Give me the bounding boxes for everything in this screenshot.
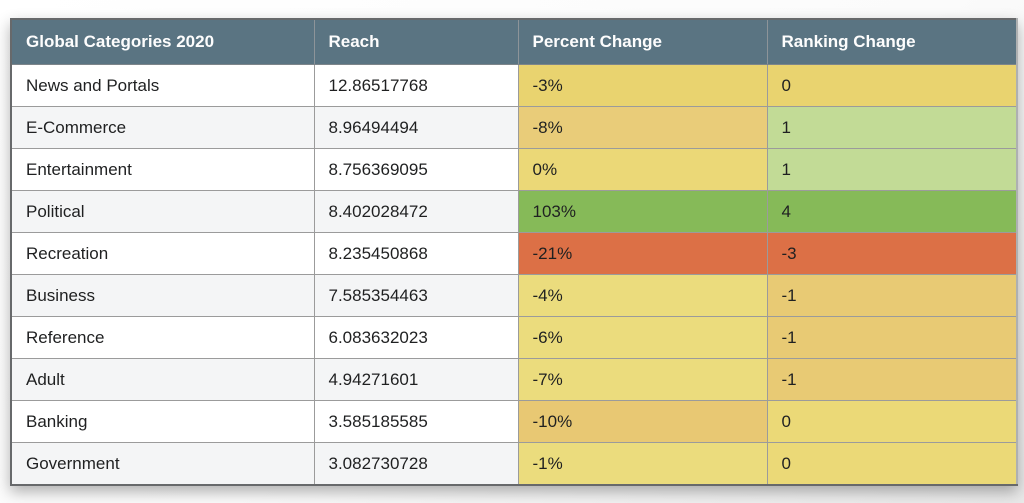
category-cell: Adult [10, 358, 315, 401]
table-row: Adult 4.94271601 -7% -1 [10, 358, 1018, 401]
percent-change-cell: -6% [517, 316, 768, 359]
reach-cell: 3.082730728 [313, 442, 519, 486]
ranking-change-cell: -1 [766, 274, 1018, 317]
category-cell: Recreation [10, 232, 315, 275]
global-categories-table: Global Categories 2020 Reach Percent Cha… [10, 18, 1018, 486]
table-row: Political 8.402028472 103% 4 [10, 190, 1018, 233]
reach-cell: 6.083632023 [313, 316, 519, 359]
table-row: News and Portals 12.86517768 -3% 0 [10, 64, 1018, 107]
table-row: Entertainment 8.756369095 0% 1 [10, 148, 1018, 191]
percent-change-cell: -10% [517, 400, 768, 443]
header-ranking-change: Ranking Change [766, 18, 1018, 65]
ranking-change-cell: 0 [766, 400, 1018, 443]
table-row: E-Commerce 8.96494494 -8% 1 [10, 106, 1018, 149]
table-row: Government 3.082730728 -1% 0 [10, 442, 1018, 486]
table-header: Global Categories 2020 Reach Percent Cha… [10, 18, 1018, 65]
ranking-change-cell: 4 [766, 190, 1018, 233]
ranking-change-cell: 1 [766, 148, 1018, 191]
reach-cell: 3.585185585 [313, 400, 519, 443]
category-cell: Entertainment [10, 148, 315, 191]
table-row: Reference 6.083632023 -6% -1 [10, 316, 1018, 359]
category-cell: Government [10, 442, 315, 486]
table-row: Business 7.585354463 -4% -1 [10, 274, 1018, 317]
category-cell: Reference [10, 316, 315, 359]
reach-cell: 12.86517768 [313, 64, 519, 107]
table-body: News and Portals 12.86517768 -3% 0 E-Commerc… [10, 64, 1018, 486]
header-percent-change: Percent Change [517, 18, 768, 65]
ranking-change-cell: 0 [766, 442, 1018, 486]
reach-cell: 8.402028472 [313, 190, 519, 233]
ranking-change-cell: -1 [766, 316, 1018, 359]
ranking-change-cell: 0 [766, 64, 1018, 107]
ranking-change-cell: -3 [766, 232, 1018, 275]
category-cell: Banking [10, 400, 315, 443]
reach-cell: 4.94271601 [313, 358, 519, 401]
reach-cell: 8.96494494 [313, 106, 519, 149]
category-cell: Business [10, 274, 315, 317]
ranking-change-cell: 1 [766, 106, 1018, 149]
percent-change-cell: -8% [517, 106, 768, 149]
table-row: Recreation 8.235450868 -21% -3 [10, 232, 1018, 275]
percent-change-cell: -3% [517, 64, 768, 107]
header-row: Global Categories 2020 Reach Percent Cha… [10, 18, 1018, 65]
header-category: Global Categories 2020 [10, 18, 315, 65]
category-cell: News and Portals [10, 64, 315, 107]
percent-change-cell: -7% [517, 358, 768, 401]
header-reach: Reach [313, 18, 519, 65]
category-cell: Political [10, 190, 315, 233]
percent-change-cell: -4% [517, 274, 768, 317]
ranking-change-cell: -1 [766, 358, 1018, 401]
reach-cell: 8.235450868 [313, 232, 519, 275]
percent-change-cell: 0% [517, 148, 768, 191]
reach-cell: 7.585354463 [313, 274, 519, 317]
percent-change-cell: -1% [517, 442, 768, 486]
reach-cell: 8.756369095 [313, 148, 519, 191]
percent-change-cell: -21% [517, 232, 768, 275]
table-row: Banking 3.585185585 -10% 0 [10, 400, 1018, 443]
percent-change-cell: 103% [517, 190, 768, 233]
category-cell: E-Commerce [10, 106, 315, 149]
